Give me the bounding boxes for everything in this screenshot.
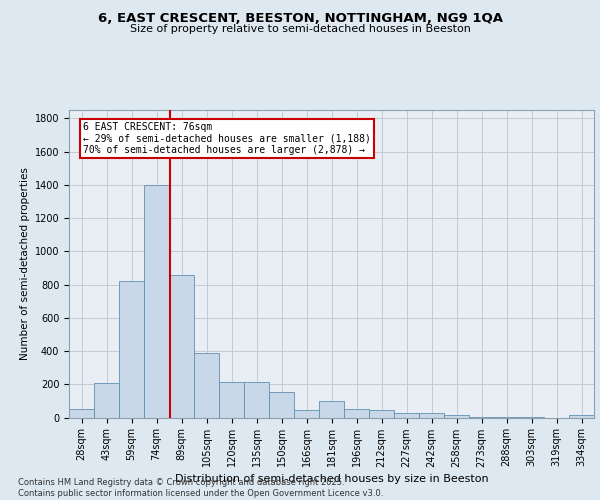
Bar bbox=[494, 416, 519, 418]
Bar bbox=[369, 410, 394, 418]
Bar bbox=[269, 392, 294, 417]
Bar bbox=[219, 382, 244, 418]
Bar bbox=[519, 416, 544, 418]
X-axis label: Distribution of semi-detached houses by size in Beeston: Distribution of semi-detached houses by … bbox=[175, 474, 488, 484]
Bar bbox=[169, 274, 194, 418]
Text: 6 EAST CRESCENT: 76sqm
← 29% of semi-detached houses are smaller (1,188)
70% of : 6 EAST CRESCENT: 76sqm ← 29% of semi-det… bbox=[83, 122, 371, 155]
Bar bbox=[319, 401, 344, 417]
Bar bbox=[444, 415, 469, 418]
Bar bbox=[194, 352, 219, 418]
Bar bbox=[569, 415, 594, 418]
Text: Size of property relative to semi-detached houses in Beeston: Size of property relative to semi-detach… bbox=[130, 24, 470, 34]
Y-axis label: Number of semi-detached properties: Number of semi-detached properties bbox=[20, 168, 31, 360]
Text: Contains HM Land Registry data © Crown copyright and database right 2025.
Contai: Contains HM Land Registry data © Crown c… bbox=[18, 478, 383, 498]
Bar bbox=[119, 281, 144, 417]
Bar bbox=[469, 416, 494, 418]
Bar bbox=[94, 382, 119, 418]
Bar bbox=[394, 412, 419, 418]
Bar bbox=[144, 185, 169, 418]
Bar bbox=[244, 382, 269, 418]
Bar bbox=[69, 409, 94, 418]
Text: 6, EAST CRESCENT, BEESTON, NOTTINGHAM, NG9 1QA: 6, EAST CRESCENT, BEESTON, NOTTINGHAM, N… bbox=[97, 12, 503, 26]
Bar bbox=[344, 409, 369, 418]
Bar bbox=[419, 412, 444, 418]
Bar bbox=[294, 410, 319, 418]
